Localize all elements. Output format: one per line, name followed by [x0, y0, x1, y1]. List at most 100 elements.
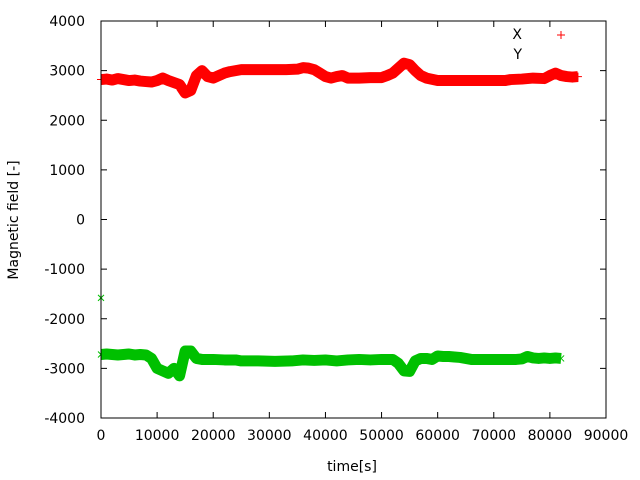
- data-point: [198, 66, 206, 75]
- data-point: [552, 354, 559, 362]
- data-point: [416, 71, 425, 80]
- data-point: [159, 367, 167, 375]
- data-point: [343, 74, 352, 83]
- data-point: [395, 360, 402, 367]
- data-point: [209, 356, 217, 363]
- data-point: [226, 67, 235, 76]
- data-point: [518, 355, 526, 363]
- x-tick-label: 10000: [135, 428, 180, 444]
- data-point: [186, 86, 195, 95]
- data-point: [293, 65, 302, 74]
- data-point: [181, 347, 189, 355]
- data-point: [406, 367, 413, 375]
- y-tick-label: 1000: [49, 163, 85, 179]
- data-point: [557, 71, 566, 80]
- data-point: [417, 355, 425, 362]
- series-band: [100, 345, 562, 382]
- data-point: [540, 354, 548, 362]
- data-point: [434, 352, 442, 360]
- axis-ticks: 0 10000 20000 30000 40000 50000 60000 70000 8000…: [44, 14, 628, 444]
- data-point: [175, 80, 184, 89]
- data-point: [333, 357, 341, 365]
- data-point: [232, 356, 240, 364]
- data-point: [388, 69, 397, 78]
- data-point: [153, 76, 162, 85]
- data-point: [322, 356, 329, 364]
- data-point: [310, 357, 318, 364]
- data-point: [265, 65, 274, 74]
- y-tick-label: -3000: [44, 361, 85, 377]
- data-point: [147, 78, 156, 87]
- data-point: [501, 356, 509, 363]
- data-point: [517, 75, 526, 84]
- data-point: [310, 65, 319, 74]
- data-point: [394, 64, 403, 73]
- data-point: [148, 355, 155, 362]
- series-y: [97, 294, 565, 382]
- data-point: [113, 74, 122, 83]
- data-point: [506, 75, 515, 84]
- data-point: [254, 357, 262, 365]
- data-point: [377, 73, 386, 82]
- data-point: [489, 76, 498, 85]
- data-point: [411, 357, 419, 365]
- data-point: [214, 71, 223, 80]
- data-marks: [97, 57, 582, 382]
- data-point: [237, 357, 245, 365]
- data-point: [428, 356, 436, 363]
- data-point: [450, 76, 459, 85]
- data-point: [411, 66, 420, 75]
- y-tick-label: 3000: [49, 64, 85, 80]
- data-point: [170, 365, 178, 372]
- x-axis-label: time[s]: [327, 459, 377, 475]
- data-point: [451, 353, 458, 361]
- data-point: [198, 356, 206, 363]
- data-point: [479, 356, 486, 363]
- x-tick-label: 50000: [359, 428, 404, 444]
- data-point: [433, 76, 442, 85]
- data-point: [423, 355, 430, 362]
- data-point: [315, 69, 324, 78]
- data-point: [540, 74, 549, 83]
- series-band: [100, 57, 579, 99]
- data-point: [108, 351, 116, 358]
- y-axis-label: Magnetic field [-]: [6, 160, 22, 279]
- data-point: [130, 76, 139, 85]
- series-x: [97, 57, 582, 99]
- data-point: [248, 65, 257, 74]
- data-point: [181, 88, 190, 97]
- data-point: [125, 350, 133, 358]
- data-point: [355, 356, 363, 363]
- data-point: [187, 347, 195, 355]
- data-point: [551, 69, 560, 78]
- data-point: [192, 71, 201, 80]
- data-point: [282, 65, 291, 74]
- data-point: [338, 71, 347, 80]
- data-point: [366, 73, 375, 82]
- x-tick-label: 70000: [472, 428, 517, 444]
- data-point: [439, 353, 447, 360]
- data-point: [456, 354, 464, 361]
- x-tick-label: 20000: [191, 428, 236, 444]
- data-point: [220, 69, 229, 78]
- data-point: [405, 60, 414, 69]
- data-point: [383, 71, 392, 80]
- data-point: [158, 74, 167, 83]
- data-point: [164, 76, 173, 85]
- y-tick-label: 2000: [49, 113, 85, 129]
- data-point: [327, 74, 336, 83]
- data-point: [209, 74, 218, 83]
- data-point: [389, 356, 397, 363]
- data-point: [535, 355, 543, 362]
- data-point: [366, 356, 374, 364]
- data-point: [103, 350, 110, 358]
- data-point: [231, 66, 240, 75]
- data-point: [237, 65, 246, 74]
- data-point: [119, 75, 128, 84]
- data-point: [299, 356, 307, 364]
- data-point: [136, 351, 144, 358]
- data-point: [288, 357, 296, 365]
- y-tick-label: 0: [76, 213, 85, 229]
- data-point: [102, 75, 111, 84]
